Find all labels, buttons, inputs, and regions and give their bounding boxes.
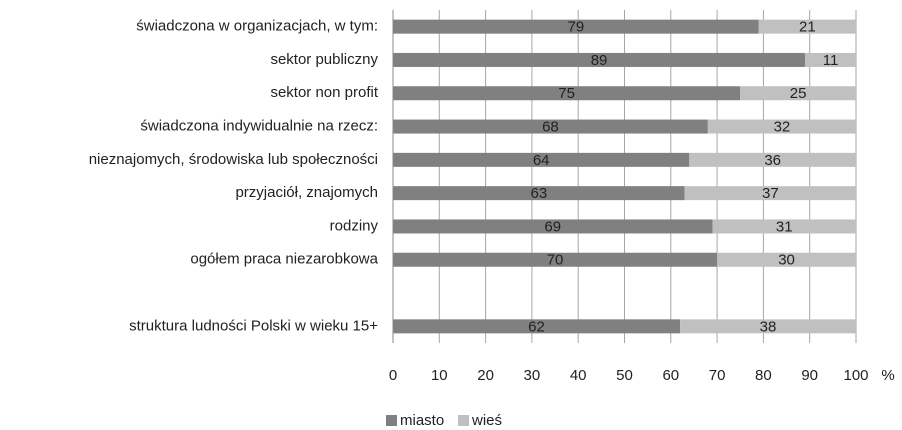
bar-segment: [393, 19, 759, 34]
data-label: 21: [799, 19, 816, 36]
data-label: 36: [764, 152, 781, 169]
bar-segment: [393, 152, 690, 167]
legend-swatch: [458, 415, 469, 426]
bar-segment: [393, 252, 718, 267]
data-label: 31: [776, 218, 793, 235]
data-label: 69: [544, 218, 561, 235]
data-label: 79: [568, 19, 585, 36]
data-label: 63: [531, 185, 548, 202]
bar-segment: [393, 186, 685, 201]
bar-segment: [393, 86, 741, 101]
x-tick-label: 10: [431, 367, 448, 384]
y-tick-label: świadczona w organizacjach, w tym:: [136, 18, 378, 35]
bar-segment: [717, 252, 856, 267]
x-tick-label: 40: [570, 367, 587, 384]
y-tick-label: sektor publiczny: [270, 51, 378, 68]
bar-segment: [393, 52, 806, 67]
bar-segment: [740, 86, 856, 101]
bar-segment: [684, 186, 856, 201]
bar-segment: [680, 319, 856, 334]
data-label: 70: [547, 252, 564, 269]
bar-segment: [393, 119, 708, 134]
y-tick-label: świadczona indywidualnie na rzecz:: [140, 118, 378, 135]
data-label: 89: [591, 52, 608, 69]
y-tick-label: rodziny: [330, 217, 379, 234]
x-tick-label: 90: [801, 367, 818, 384]
y-tick-label: nieznajomych, środowiska lub społecznośc…: [89, 151, 378, 168]
bar-segment: [805, 52, 856, 67]
legend-swatch: [386, 415, 397, 426]
data-label: 32: [774, 119, 791, 136]
legend-label: miasto: [400, 412, 444, 429]
y-tick-label: sektor non profit: [270, 84, 378, 101]
data-label: 37: [762, 185, 779, 202]
data-label: 75: [558, 85, 575, 102]
x-tick-label: 60: [662, 367, 679, 384]
bar-segment: [758, 19, 856, 34]
bar-segment: [707, 119, 856, 134]
x-tick-label: 70: [709, 367, 726, 384]
data-label: 62: [528, 318, 545, 335]
data-label: 38: [760, 318, 777, 335]
x-tick-label: 30: [524, 367, 541, 384]
bar-segment: [712, 219, 856, 234]
y-tick-label: ogółem praca niezarobkowa: [190, 251, 378, 268]
data-label: 11: [823, 52, 839, 69]
data-label: 25: [790, 85, 807, 102]
x-tick-label: 80: [755, 367, 772, 384]
y-tick-label: struktura ludności Polski w wieku 15+: [129, 317, 378, 334]
x-tick-label: 50: [616, 367, 633, 384]
legend-label: wieś: [471, 412, 502, 429]
bar-segment: [689, 152, 856, 167]
data-label: 64: [533, 152, 550, 169]
bar-segment: [393, 319, 681, 334]
x-tick-label: 0: [389, 367, 397, 384]
data-label: 68: [542, 119, 559, 136]
y-tick-label: przyjaciół, znajomych: [235, 184, 378, 201]
x-tick-label: 100: [843, 367, 868, 384]
x-axis-label: %: [881, 367, 894, 384]
data-label: 30: [778, 252, 795, 269]
x-tick-label: 20: [477, 367, 494, 384]
bar-segment: [393, 219, 713, 234]
